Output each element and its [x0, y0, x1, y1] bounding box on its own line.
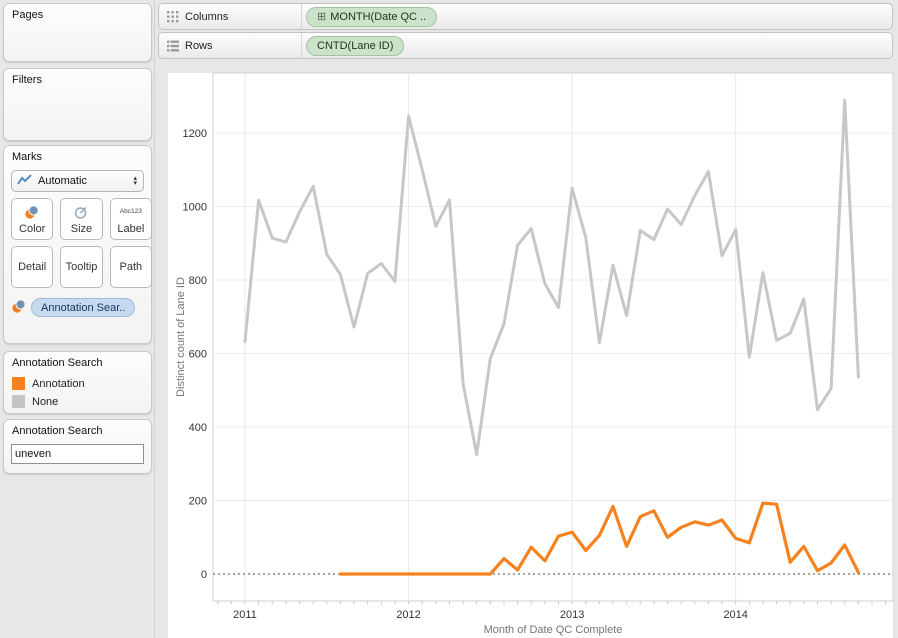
y-tick-label: 1200	[183, 128, 207, 140]
columns-shelf-label: Columns	[159, 10, 301, 23]
marks-title: Marks	[12, 151, 42, 163]
filters-title: Filters	[12, 74, 42, 86]
detail-button-label: Detail	[18, 261, 47, 273]
y-tick-label: 600	[189, 349, 207, 361]
size-circle-icon	[73, 204, 89, 221]
x-axis-title: Month of Date QC Complete	[484, 624, 623, 636]
mark-type-dropdown[interactable]: Automatic ▴ ▾	[11, 170, 144, 192]
columns-grid-icon	[167, 10, 179, 22]
y-tick-label: 0	[201, 569, 207, 581]
marks-card: Marks Automatic ▴ ▾ Color	[3, 145, 152, 344]
mark-type-value: Automatic	[38, 175, 87, 187]
tooltip-button[interactable]: Tooltip	[60, 246, 103, 288]
marks-button-row-1: Color Size Abc 123 L	[11, 198, 152, 240]
plot-pane[interactable]	[212, 72, 894, 602]
y-axis-title: Distinct count of Lane ID	[175, 277, 187, 397]
label-button-label: Label	[117, 222, 145, 235]
marks-color-pill-row: Annotation Sear..	[11, 298, 136, 317]
x-tick-label: 2012	[396, 609, 420, 621]
y-tick-label: 1000	[183, 202, 207, 214]
path-button-label: Path	[119, 261, 143, 273]
chart-svg: 0 200 400 600 800 1000 1200 2011 2012 2013 2014 Mon…	[168, 72, 894, 638]
y-tick-label: 200	[189, 496, 207, 508]
y-tick-label: 800	[189, 275, 207, 287]
parameter-input[interactable]	[11, 444, 144, 464]
legend-title: Annotation Search	[12, 357, 103, 369]
expand-plus-icon[interactable]: ⊞	[317, 11, 327, 23]
color-encoding-pill[interactable]: Annotation Sear..	[31, 298, 136, 317]
parameter-card: Annotation Search	[3, 419, 152, 474]
legend-item-none[interactable]: None	[12, 395, 58, 408]
tooltip-button-label: Tooltip	[65, 261, 98, 273]
size-button[interactable]: Size	[60, 198, 103, 240]
line-chart-icon	[17, 173, 33, 189]
marks-button-row-2: Detail Tooltip Path	[11, 246, 152, 288]
rows-shelf[interactable]: Rows CNTD(Lane ID)	[158, 32, 893, 59]
detail-button[interactable]: Detail	[11, 246, 54, 288]
annotation-color-swatch	[12, 377, 25, 390]
label-button[interactable]: Abc 123 Label	[109, 198, 152, 240]
columns-shelf[interactable]: Columns ⊞ MONTH(Date QC ..	[158, 3, 893, 30]
series-line-none[interactable]	[243, 98, 860, 457]
parameter-title: Annotation Search	[12, 425, 103, 437]
sidebar: Pages Filters Marks Automatic ▴ ▾	[0, 0, 155, 638]
abc-123-icon: Abc 123	[119, 208, 142, 215]
series-line-annotation[interactable]	[338, 501, 861, 576]
shelf-divider	[301, 33, 302, 58]
size-button-label: Size	[70, 222, 93, 235]
none-color-swatch	[12, 395, 25, 408]
x-tick-label: 2014	[723, 609, 747, 621]
pages-title: Pages	[12, 9, 44, 21]
color-dots-icon	[11, 298, 27, 317]
rows-pill-cntd-lane-id[interactable]: CNTD(Lane ID)	[306, 36, 405, 56]
rows-list-icon	[167, 40, 179, 51]
path-button[interactable]: Path	[109, 246, 152, 288]
stepper-arrows-icon: ▴ ▾	[133, 175, 137, 187]
filters-card[interactable]: Filters	[3, 68, 152, 141]
x-tick-label: 2013	[560, 609, 584, 621]
x-tick-label: 2011	[233, 609, 257, 621]
color-legend-card: Annotation Search Annotation None	[3, 351, 152, 414]
shelf-divider	[301, 4, 302, 29]
legend-item-label: None	[32, 395, 59, 408]
y-tick-label: 400	[189, 422, 207, 434]
color-button[interactable]: Color	[11, 198, 54, 240]
rows-shelf-label: Rows	[159, 40, 301, 52]
legend-item-annotation[interactable]: Annotation	[12, 377, 85, 390]
legend-item-label: Annotation	[32, 377, 85, 390]
color-button-label: Color	[19, 222, 46, 235]
columns-pill-month-date-qc[interactable]: ⊞ MONTH(Date QC ..	[306, 7, 438, 27]
pages-card[interactable]: Pages	[3, 3, 152, 62]
color-dots-icon	[24, 204, 40, 221]
